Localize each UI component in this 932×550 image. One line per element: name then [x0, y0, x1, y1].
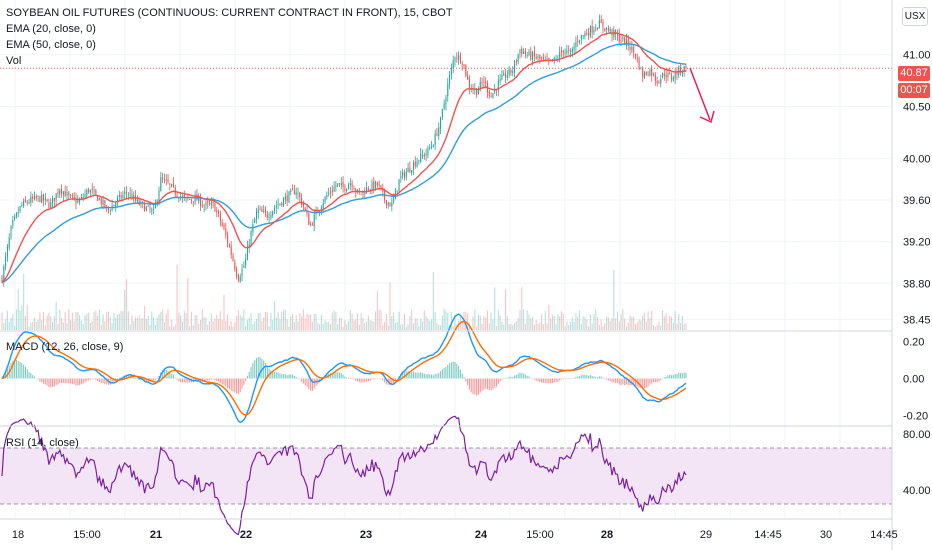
- price-tick-label: 38.45: [903, 315, 931, 327]
- rsi-band: [0, 448, 892, 504]
- pane-separators: [0, 0, 893, 550]
- time-tick-label: 29: [700, 529, 712, 541]
- rsi-tick-label: 80.00: [903, 429, 931, 441]
- ema50-legend[interactable]: EMA (50, close, 0): [6, 39, 96, 51]
- vol-legend[interactable]: Vol: [6, 55, 22, 67]
- time-tick-label: 23: [360, 529, 372, 541]
- rsi-legend[interactable]: RSI (14, close): [6, 437, 79, 449]
- price-tick-label: 38.80: [903, 278, 931, 290]
- time-tick-label: 21: [150, 529, 162, 541]
- macd-legend[interactable]: MACD (12, 26, close, 9): [6, 341, 123, 353]
- price-tick-label: 41.00: [903, 50, 931, 62]
- down-arrow-annotation[interactable]: [689, 67, 715, 124]
- rsi-line: [1, 415, 687, 536]
- currency-button[interactable]: USX: [902, 7, 928, 26]
- price-tick-label: 40.50: [903, 102, 931, 114]
- price-tick-label: 39.20: [903, 237, 931, 249]
- signal-line: [1, 320, 687, 416]
- ema50-line: [1, 43, 687, 283]
- time-axis[interactable]: 18 15:00 21 22 23 24 15:00 28 29 14:45 30 14:45: [12, 529, 898, 541]
- price-tick-label: 39.60: [903, 195, 931, 207]
- time-tick-label: 22: [240, 529, 252, 541]
- macd-line: [1, 313, 687, 424]
- candles: [1, 14, 687, 287]
- price-axis[interactable]: 41.00 40.50 40.00 39.60 39.20 38.80 38.45 0.20 0…: [903, 50, 931, 497]
- rsi-tick-label: 40.00: [903, 485, 931, 497]
- ema20-legend[interactable]: EMA (20, close, 0): [6, 23, 96, 35]
- time-tick-label: 15:00: [73, 529, 101, 541]
- volume-bars: [1, 264, 687, 330]
- grid: [0, 0, 892, 518]
- macd-tick-label: 0.00: [903, 374, 924, 386]
- time-tick-label: 18: [12, 529, 24, 541]
- time-tick-label: 14:45: [754, 529, 782, 541]
- ema20-line: [1, 32, 687, 283]
- time-tick-label: 15:00: [526, 529, 554, 541]
- countdown-badge: 00:07: [898, 83, 930, 98]
- time-tick-label: 24: [475, 529, 488, 541]
- time-tick-label: 28: [601, 529, 613, 541]
- chart-title[interactable]: SOYBEAN OIL FUTURES (CONTINUOUS: CURRENT…: [6, 7, 453, 19]
- price-tick-label: 40.00: [903, 154, 931, 166]
- last-price-badge: 40.87: [898, 66, 930, 81]
- time-tick-label: 14:45: [870, 529, 898, 541]
- macd-tick-label: 0.20: [903, 336, 924, 348]
- time-tick-label: 30: [820, 529, 832, 541]
- macd-histogram: [1, 356, 687, 396]
- macd-tick-label: -0.20: [903, 411, 928, 423]
